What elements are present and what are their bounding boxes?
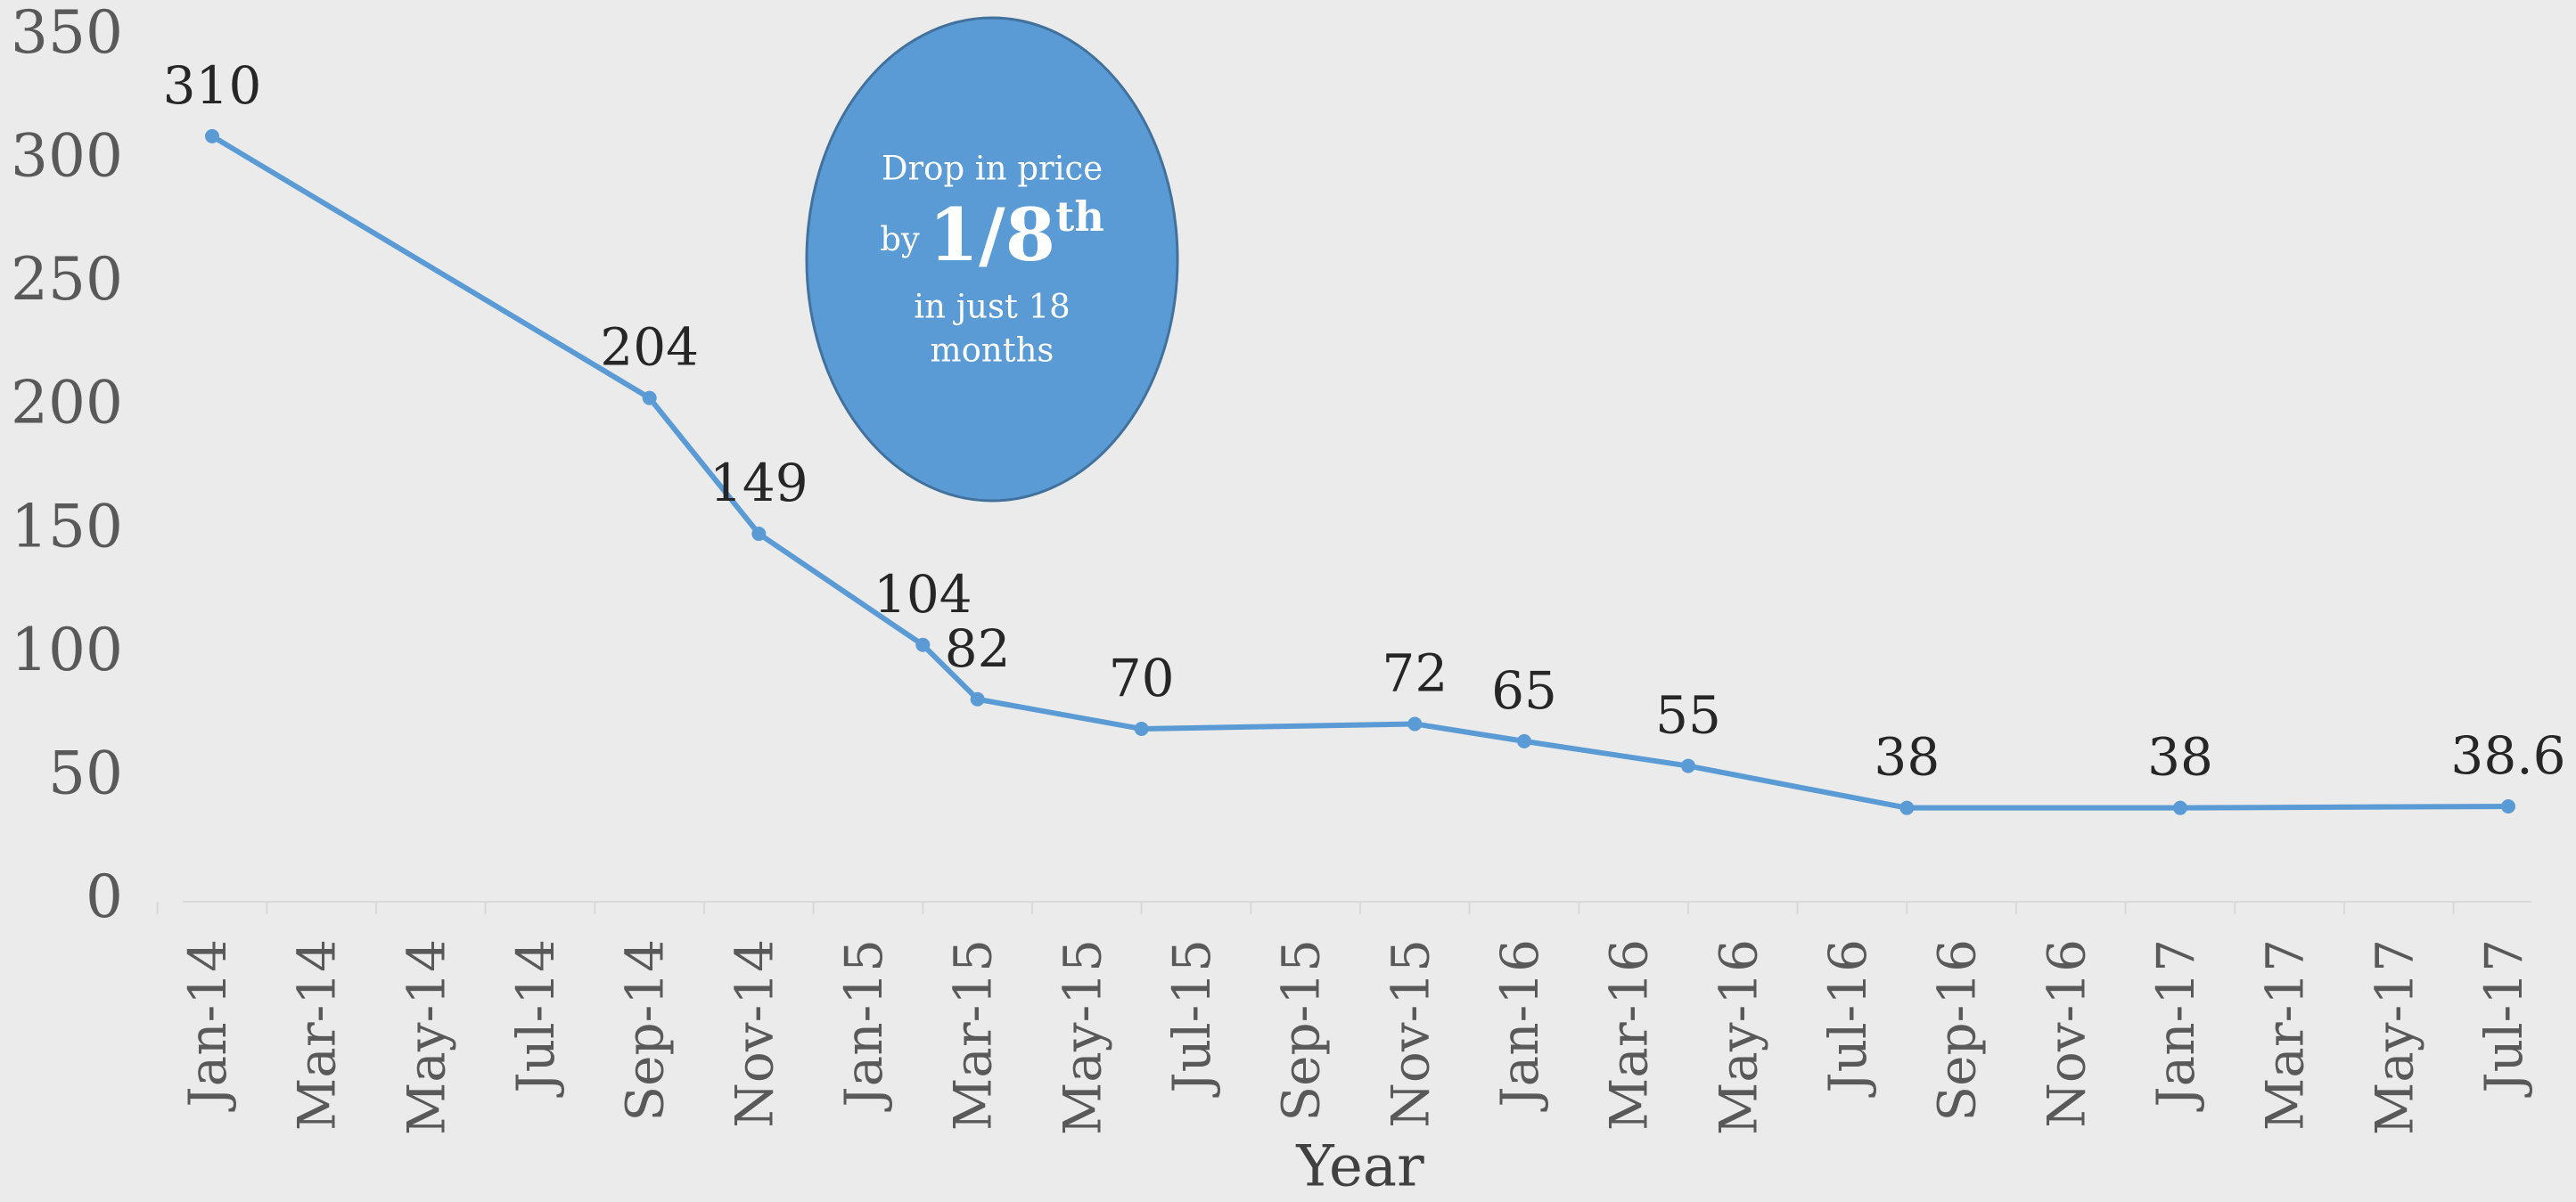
data-label: 55 [1655,685,1721,746]
data-label: 204 [600,317,699,378]
data-label: 149 [710,453,808,513]
x-tick-label: Jul-15 [1161,939,1222,1098]
y-tick-label: 150 [11,492,123,560]
x-tick-label: May-14 [396,939,456,1135]
x-tick-label: Nov-15 [1380,939,1440,1128]
annotation-by: by [880,220,920,258]
data-label: 38 [1874,727,1940,788]
y-tick-label: 350 [11,0,123,67]
data-label: 38 [2147,727,2213,788]
x-tick-label: Mar-16 [1599,939,1660,1131]
data-point [642,390,657,405]
data-point [970,691,985,707]
x-tick-label: Mar-15 [943,939,1004,1131]
x-tick-label: May-17 [2364,939,2424,1135]
annotation-text: in just 18 [914,288,1070,326]
data-label: 70 [1109,648,1175,708]
x-axis-title: Year [1295,1134,1424,1200]
annotation-text: Drop in price [882,150,1103,188]
y-tick-label: 300 [11,122,123,191]
x-tick-label: May-15 [1052,939,1112,1135]
data-point [1681,758,1695,773]
data-label: 65 [1491,660,1557,721]
x-tick-label: Nov-14 [724,939,784,1128]
data-label: 104 [874,564,972,625]
x-tick-label: Sep-14 [615,939,676,1122]
annotation: Drop in price by 1/8th in just 18 months [805,16,1179,503]
x-tick-label: Nov-16 [2036,939,2096,1128]
data-point [1899,800,1915,815]
data-label: 72 [1382,642,1448,703]
annotation-text: months [931,331,1054,370]
y-tick-label: 100 [11,616,123,684]
data-point [1407,716,1423,732]
data-point [205,128,219,143]
y-tick-label: 0 [86,863,123,931]
x-tick-label: Jan-15 [833,939,894,1112]
data-point [751,527,767,542]
data-label: 310 [163,55,262,116]
x-tick-label: Sep-15 [1271,939,1332,1122]
data-point [915,637,931,652]
x-tick-label: Jan-14 [177,939,238,1112]
x-tick-label: May-16 [1708,939,1768,1135]
y-tick-label: 200 [11,369,123,437]
x-tick-label: Sep-16 [1927,939,1988,1122]
annotation-suffix: th [1055,192,1104,241]
series-line [210,134,2509,811]
x-tick-label: Mar-17 [2255,939,2316,1131]
x-tick-label: Jul-17 [2473,939,2534,1098]
data-label: 38.6 [2450,725,2565,786]
x-tick-label: Jul-16 [1817,939,1878,1098]
data-point [1517,733,1531,748]
annotation-fraction: 1/8 [929,193,1055,278]
x-tick-label: Jan-17 [2145,939,2206,1112]
data-label: 82 [945,618,1011,679]
y-tick-label: 50 [48,739,123,807]
x-tick-label: Mar-14 [287,939,348,1131]
annotation-bubble [805,16,1179,503]
data-point [2173,800,2187,815]
data-point [1134,722,1149,736]
x-tick-label: Jan-16 [1489,939,1550,1112]
x-tick-label: Jul-14 [505,939,566,1098]
y-tick-label: 250 [11,245,123,314]
data-point [2501,799,2515,814]
annotation-text: by 1/8th [880,192,1104,278]
